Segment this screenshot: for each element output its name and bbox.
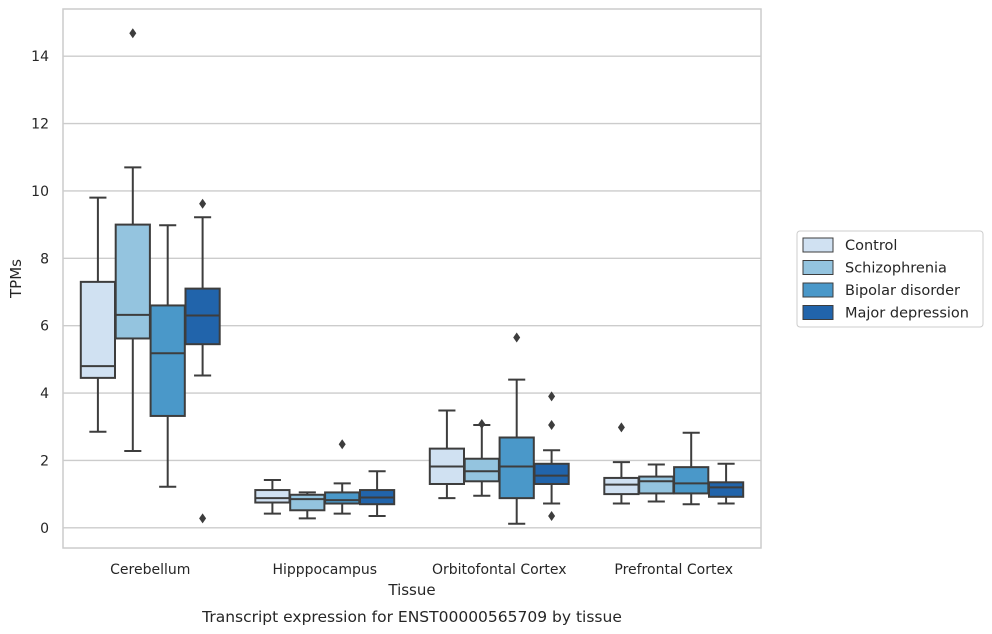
x-axis-label: Tissue <box>387 581 435 599</box>
x-tick-label: Cerebellum <box>110 562 190 578</box>
box <box>254 489 291 504</box>
legend-swatch <box>802 260 834 275</box>
legend-label: Schizophrenia <box>845 261 947 277</box>
legend-item: Schizophrenia <box>802 260 947 277</box>
legend-label: Major depression <box>845 306 969 322</box>
legend: Control Schizophrenia Bipolar disorder Majo… <box>796 230 984 328</box>
box-group <box>254 478 291 515</box>
box <box>707 481 745 498</box>
legend-swatch <box>802 305 834 320</box>
y-tick-label: 8 <box>40 251 49 267</box>
x-tick-label: Prefrontal Cortex <box>614 562 733 578</box>
box <box>289 493 326 512</box>
chart-caption: Transcript expression for ENST0000056570… <box>201 608 622 626</box>
outlier-point <box>199 198 207 209</box>
box-group <box>149 224 186 488</box>
box-group <box>673 431 710 506</box>
y-axis-label: TPMs <box>7 259 25 299</box>
legend-frame <box>796 230 984 328</box>
box-group <box>707 462 745 505</box>
legend-label: Control <box>845 238 897 254</box>
outlier-point <box>548 391 556 402</box>
x-axis-ticks: Cerebellum Hipppocampus Orbitofontal Corte… <box>110 562 733 578</box>
x-tick-label: Orbitofontal Cortex <box>432 562 567 578</box>
box <box>114 223 151 340</box>
x-tick-label: Hipppocampus <box>272 562 377 578</box>
box <box>638 475 675 495</box>
y-tick-label: 0 <box>40 521 49 537</box>
legend-item: Major depression <box>802 305 969 322</box>
box <box>533 462 570 485</box>
series-control <box>79 196 640 515</box>
box-group <box>638 463 675 503</box>
box <box>79 280 117 379</box>
legend-item: Bipolar disorder <box>802 282 960 299</box>
series-bipolar-disorder <box>149 224 710 525</box>
box-group <box>324 439 361 515</box>
box <box>603 476 640 496</box>
box <box>463 457 500 483</box>
outlier-point <box>338 439 346 450</box>
box-group <box>184 198 221 524</box>
outlier-point <box>548 420 556 431</box>
box-group <box>289 491 326 520</box>
box-group <box>79 196 117 433</box>
y-tick-label: 4 <box>40 386 49 402</box>
box-group <box>498 332 535 525</box>
series-major-depression <box>184 198 745 524</box>
box-group <box>114 28 151 452</box>
legend-swatch <box>802 282 834 298</box>
y-axis-ticks: 0 2 4 6 8 10 12 14 <box>31 49 49 537</box>
y-tick-label: 2 <box>40 453 49 469</box>
outlier-point <box>617 422 625 433</box>
box-group <box>603 422 640 505</box>
y-tick-label: 12 <box>31 117 49 133</box>
y-tick-label: 14 <box>31 49 49 65</box>
box-series <box>79 28 745 525</box>
box-group <box>533 391 570 521</box>
box-group <box>428 409 466 500</box>
box <box>324 491 361 505</box>
box <box>673 466 710 495</box>
box-group <box>358 470 396 517</box>
outlier-point <box>478 419 486 430</box>
outlier-point <box>199 513 207 524</box>
outlier-point <box>513 332 521 343</box>
box-group <box>463 419 500 497</box>
legend-item: Control <box>802 237 897 254</box>
outlier-point <box>548 510 556 521</box>
series-schizophrenia <box>114 28 675 520</box>
y-tick-label: 10 <box>31 184 49 200</box>
legend-label: Bipolar disorder <box>845 283 960 299</box>
y-tick-label: 6 <box>40 319 49 335</box>
legend-swatch <box>802 237 834 253</box>
box <box>498 436 535 500</box>
plot-frame <box>62 8 762 549</box>
box <box>149 304 186 417</box>
outlier-point <box>129 28 137 39</box>
